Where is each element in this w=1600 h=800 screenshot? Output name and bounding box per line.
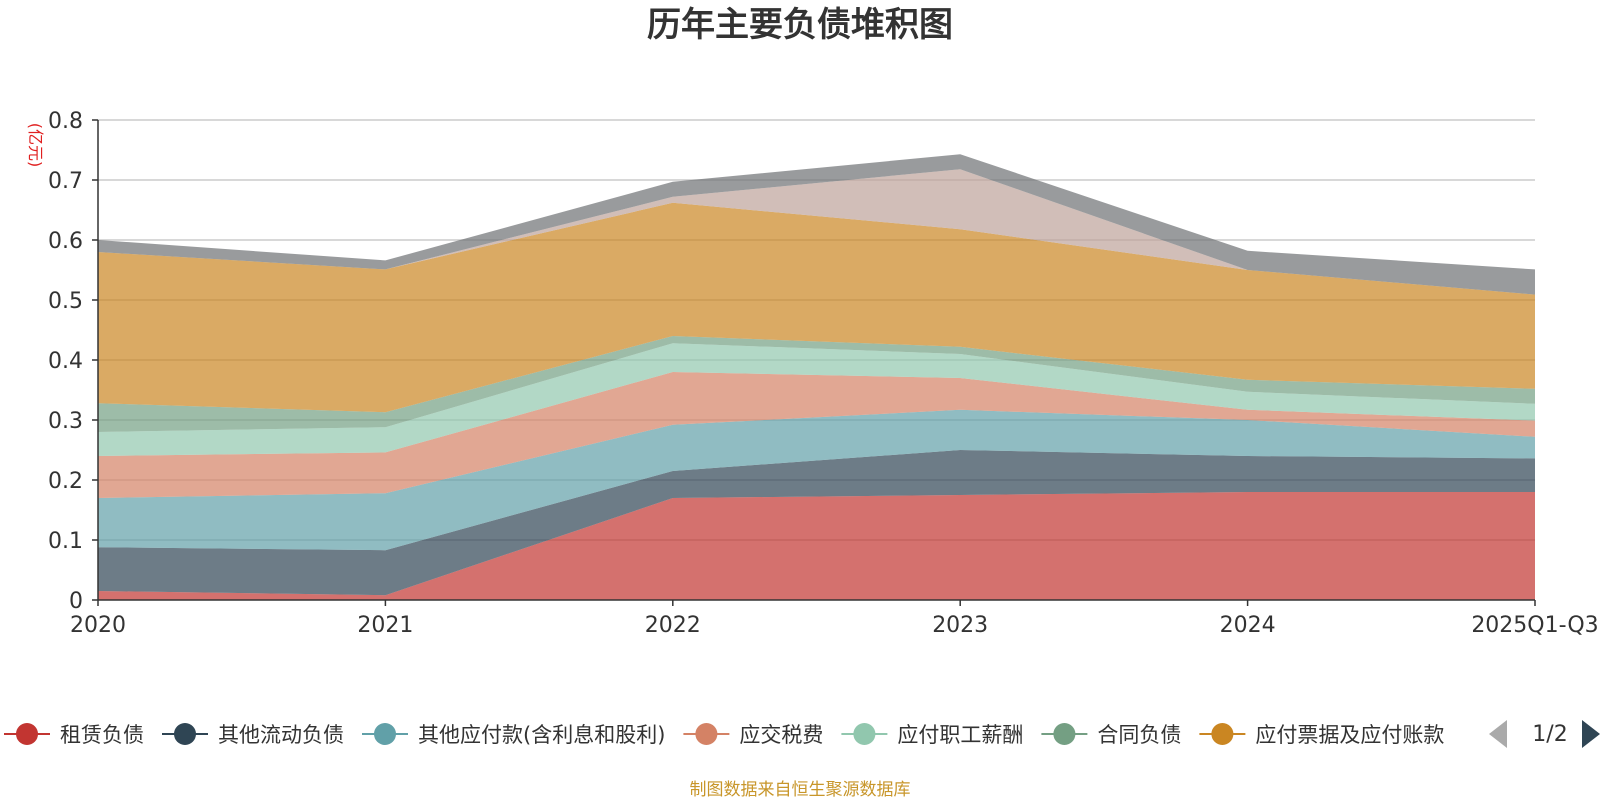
legend-item-2[interactable]: 其他应付款(含利息和股利) — [362, 723, 665, 747]
x-tick-label: 2024 — [1220, 613, 1276, 638]
y-tick-label: 0.8 — [48, 109, 83, 134]
legend-marker-icon — [1211, 723, 1234, 745]
legend-item-4[interactable]: 应付职工薪酬 — [841, 723, 1023, 747]
legend-label: 应交税费 — [739, 723, 823, 747]
area-series-7 — [98, 169, 1535, 295]
legend-item-6[interactable]: 应付票据及应付账款 — [1199, 723, 1444, 747]
x-tick-label: 2021 — [357, 613, 413, 638]
y-tick-label: 0.2 — [48, 469, 83, 494]
legend-next-page-icon[interactable] — [1582, 720, 1600, 748]
area-series — [98, 154, 1535, 600]
x-tick-label: 2023 — [932, 613, 988, 638]
legend-marker-icon — [695, 723, 718, 745]
legend-label: 租赁负债 — [60, 723, 144, 747]
area-series-6 — [98, 202, 1535, 413]
y-unit-label: (亿元) — [26, 123, 45, 168]
legend-label: 其他流动负债 — [218, 723, 344, 747]
x-tick-label: 2022 — [645, 613, 701, 638]
area-series-8 — [98, 154, 1535, 295]
area-series-4 — [98, 343, 1535, 456]
legend-page-indicator: 1/2 — [1532, 722, 1567, 747]
area-series-5 — [98, 336, 1535, 432]
legend-item-0[interactable]: 租赁负债 — [4, 723, 144, 747]
y-tick-label: 0.7 — [48, 169, 83, 194]
legend-marker-icon — [16, 723, 38, 745]
legend-item-1[interactable]: 其他流动负债 — [162, 723, 344, 747]
legend-marker-icon — [174, 723, 196, 745]
legend-item-3[interactable]: 应交税费 — [683, 723, 823, 747]
axes: 0 0.1 0.2 0.3 0.4 0.5 0.6 0.7 0.8 2020 2021 2022 202… — [48, 109, 1599, 638]
legend-label: 合同负债 — [1097, 723, 1181, 747]
x-tick-label: 2025Q1-Q3 — [1471, 613, 1598, 638]
y-tick-label: 0.6 — [48, 229, 83, 254]
y-tick-label: 0.3 — [48, 409, 83, 434]
area-series-0 — [98, 492, 1535, 600]
y-tick-label: 0.5 — [48, 289, 83, 314]
area-series-1 — [98, 450, 1535, 596]
chart-title: 历年主要负债堆积图 — [647, 5, 953, 45]
y-tick-label: 0.1 — [48, 529, 83, 554]
legend: 租赁负债 其他流动负债 其他应付款(含利息和股利) 应交税费 应付职工薪酬 合同负债 应付票… — [4, 720, 1600, 748]
y-tick-label: 0 — [69, 589, 83, 614]
y-tick-label: 0.4 — [48, 349, 83, 374]
legend-marker-icon — [374, 723, 396, 745]
legend-label: 应付职工薪酬 — [897, 723, 1023, 747]
legend-marker-icon — [1053, 723, 1076, 745]
legend-label: 其他应付款(含利息和股利) — [418, 723, 665, 747]
x-tick-label: 2020 — [70, 613, 126, 638]
area-series-3 — [98, 372, 1535, 498]
legend-prev-page-icon[interactable] — [1489, 720, 1507, 748]
legend-label: 应付票据及应付账款 — [1255, 723, 1444, 747]
area-series-2 — [98, 409, 1535, 551]
legend-marker-icon — [853, 723, 876, 745]
legend-item-5[interactable]: 合同负债 — [1041, 723, 1181, 747]
data-source-note: 制图数据来自恒生聚源数据库 — [690, 780, 911, 800]
